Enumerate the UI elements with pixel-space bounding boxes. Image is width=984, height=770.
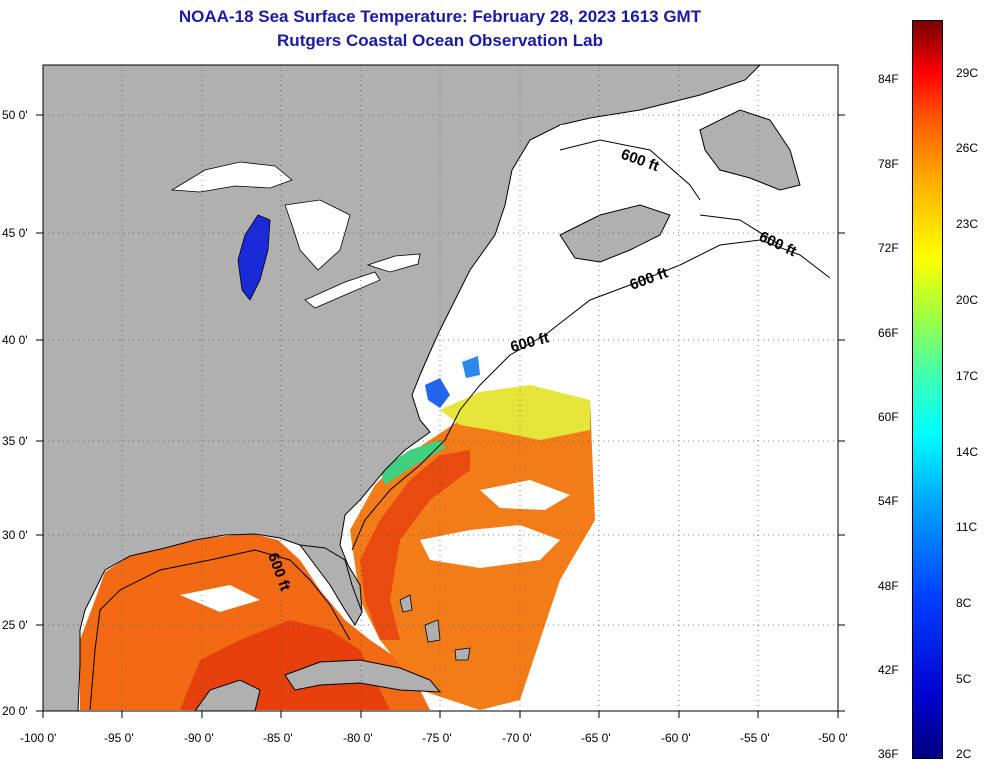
longitude-label: -60 0' (661, 731, 691, 745)
cloud-patch (180, 585, 260, 612)
colorbar-fahrenheit-label: 48F (878, 579, 899, 593)
map-title: NOAA-18 Sea Surface Temperature: Februar… (178, 7, 702, 26)
latitude-label: 30 0' (2, 528, 28, 542)
latitude-label: 35 0' (2, 434, 28, 448)
florida-land (298, 544, 363, 626)
colorbar-fahrenheit-label: 42F (878, 663, 899, 677)
temperature-colorbar (912, 20, 943, 759)
bahamas-islands (399, 594, 471, 661)
cloud-patch (480, 480, 570, 510)
longitude-label: -80 0' (343, 731, 373, 745)
colorbar-celsius-label: 14C (956, 445, 979, 459)
colorbar-celsius-label: 17C (956, 369, 979, 383)
coastal-cool-strip (380, 440, 445, 485)
map-subtitle: Rutgers Coastal Ocean Observation Lab (277, 31, 603, 50)
longitude-label: -90 0' (184, 731, 214, 745)
colorbar-fahrenheit-label: 78F (878, 157, 899, 171)
gulf-st-lawrence-water (555, 115, 705, 210)
colorbar-celsius-label: 5C (956, 672, 972, 686)
cloud-patch (420, 525, 560, 568)
colorbar-fahrenheit-label: 66F (878, 326, 899, 340)
mid-atlantic-cool-region (440, 385, 590, 440)
colorbar-celsius-label: 20C (956, 293, 979, 307)
lake-ontario (366, 253, 421, 273)
lake-huron (284, 199, 351, 271)
longitude-label: -70 0' (502, 731, 532, 745)
axis-ticks (36, 114, 845, 718)
cuba-land (284, 659, 442, 693)
chesapeake-cold-region (425, 378, 450, 408)
north-america-land (43, 65, 761, 711)
colorbar-fahrenheit-label: 60F (878, 410, 899, 424)
colorbar-celsius-label: 29C (956, 66, 979, 80)
colorbar-celsius-label: 2C (956, 747, 972, 761)
maritimes-land (559, 204, 671, 263)
longitude-label: -85 0' (263, 731, 293, 745)
latitude-label: 40 0' (2, 333, 28, 347)
latitude-label: 25 0' (2, 618, 28, 632)
lake-michigan (237, 214, 271, 301)
colorbar-fahrenheit-label: 36F (878, 747, 899, 761)
colorbar-fahrenheit-label: 54F (878, 494, 899, 508)
longitude-label: -50 0' (818, 731, 848, 745)
colorbar-celsius-label: 26C (956, 141, 979, 155)
lake-superior (170, 161, 293, 193)
colorbar-fahrenheit-label: 72F (878, 241, 899, 255)
nyc-cold-region (462, 356, 480, 378)
longitude-label: -95 0' (104, 731, 134, 745)
longitude-label: -100 0' (20, 731, 57, 745)
longitude-label: -75 0' (422, 731, 452, 745)
colorbar-celsius-label: 23C (956, 217, 979, 231)
gulf-stream-region (360, 450, 470, 640)
newfoundland-land (699, 109, 801, 191)
latitude-label: 20 0' (2, 704, 28, 718)
longitude-label: -65 0' (581, 731, 611, 745)
colorbar-celsius-label: 8C (956, 596, 972, 610)
colorbar-fahrenheit-label: 84F (878, 72, 899, 86)
yucatan-land (194, 679, 261, 711)
longitude-label: -55 0' (740, 731, 770, 745)
colorbar-celsius-label: 11C (956, 520, 978, 534)
latitude-label: 50 0' (2, 108, 28, 122)
bathymetry-contour-600ft (89, 139, 831, 711)
latitude-label: 45 0' (2, 226, 28, 240)
